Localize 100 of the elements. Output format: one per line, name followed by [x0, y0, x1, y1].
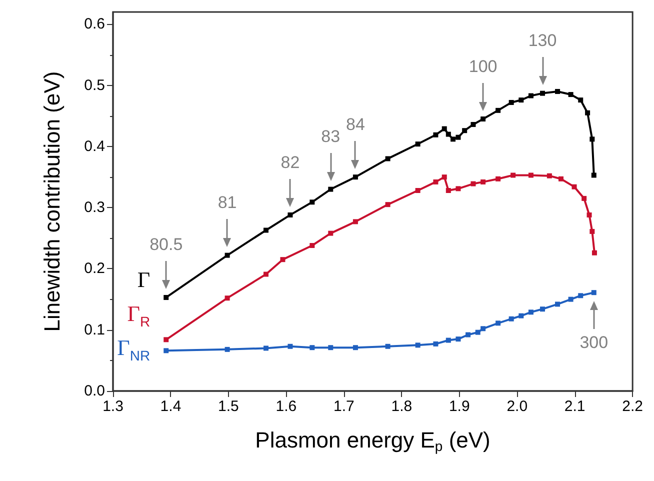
point — [586, 212, 592, 218]
y-axis-title: Linewidth contribution (eV) — [40, 71, 64, 332]
point — [442, 126, 447, 132]
point — [442, 174, 447, 180]
point — [480, 179, 486, 184]
y-tick-label: 0.2 — [84, 260, 105, 278]
point — [415, 188, 420, 193]
point — [528, 172, 534, 178]
point — [518, 98, 524, 103]
point — [352, 174, 358, 180]
y-tick-label: 0.6 — [84, 16, 105, 33]
point — [572, 184, 577, 190]
point — [446, 338, 451, 343]
x-tick-label: 1.7 — [333, 398, 354, 415]
point — [328, 230, 334, 236]
point — [555, 302, 560, 307]
point — [568, 296, 574, 302]
point — [224, 252, 230, 258]
point — [164, 337, 169, 342]
annotation: 80.5 — [148, 235, 184, 256]
point — [456, 186, 461, 192]
x-tick-label: 1.5 — [218, 398, 239, 415]
point — [310, 243, 315, 248]
point — [496, 176, 501, 182]
point — [462, 128, 468, 134]
x-tick-label: 1.4 — [160, 398, 182, 415]
point — [470, 181, 476, 186]
point — [510, 172, 516, 178]
point — [352, 219, 358, 224]
x-tick-label: 2.2 — [622, 398, 644, 415]
point — [496, 108, 501, 113]
point — [496, 320, 501, 326]
point — [263, 272, 268, 277]
annotation: 82 — [280, 152, 301, 173]
point — [310, 200, 315, 205]
point — [288, 212, 293, 218]
point — [280, 257, 286, 262]
y-tick-label: 0.1 — [84, 321, 105, 338]
point — [385, 156, 390, 162]
point — [590, 136, 595, 142]
point — [328, 186, 334, 192]
annotation: 81 — [216, 193, 238, 214]
point — [224, 346, 230, 352]
annotation: 83 — [321, 127, 340, 146]
point — [591, 172, 596, 178]
point — [456, 336, 461, 342]
y-tick-label: 0.0 — [84, 382, 105, 400]
point — [475, 330, 480, 335]
point — [456, 134, 461, 140]
x-tick-label: 1.9 — [448, 398, 470, 415]
point — [568, 92, 574, 98]
x-tick-label: 1.6 — [276, 398, 297, 415]
series-label: Γ$_{R}$ — [127, 300, 150, 330]
x-tick-label: 2.0 — [506, 398, 528, 415]
point — [415, 142, 420, 147]
point — [310, 345, 315, 350]
point — [591, 290, 596, 296]
annotation: 300 — [578, 332, 610, 353]
point — [480, 116, 486, 122]
point — [352, 345, 358, 350]
point — [415, 342, 420, 348]
point — [480, 326, 486, 332]
point — [164, 294, 169, 300]
annotation: 100 — [468, 56, 498, 77]
point — [518, 313, 524, 318]
point — [585, 110, 590, 116]
point — [433, 132, 438, 138]
point — [164, 348, 169, 354]
point — [540, 306, 546, 312]
point — [582, 196, 587, 201]
point — [508, 316, 514, 322]
point — [224, 296, 230, 301]
annotation: 130 — [527, 31, 558, 52]
y-tick-label: 0.3 — [84, 199, 105, 216]
point — [446, 132, 451, 137]
point — [288, 344, 293, 349]
point — [470, 122, 476, 127]
point — [446, 188, 451, 193]
point — [555, 88, 560, 94]
y-tick-label: 0.5 — [84, 76, 105, 94]
point — [558, 176, 564, 182]
point — [328, 345, 334, 350]
point — [450, 136, 456, 142]
point — [578, 293, 584, 298]
point — [540, 90, 546, 96]
point — [508, 100, 514, 105]
series-label: Γ$_{NR}$ — [117, 334, 150, 364]
point — [433, 179, 438, 184]
point — [385, 344, 390, 349]
point — [578, 98, 584, 103]
point — [263, 346, 268, 351]
point — [433, 341, 438, 346]
x-tick-label: 1.3 — [102, 398, 124, 415]
y-tick-label: 0.4 — [84, 138, 105, 155]
point — [590, 228, 595, 234]
point — [546, 173, 552, 178]
point — [528, 310, 534, 315]
point — [528, 93, 534, 98]
point — [385, 202, 390, 208]
annotation: 84 — [346, 115, 365, 134]
